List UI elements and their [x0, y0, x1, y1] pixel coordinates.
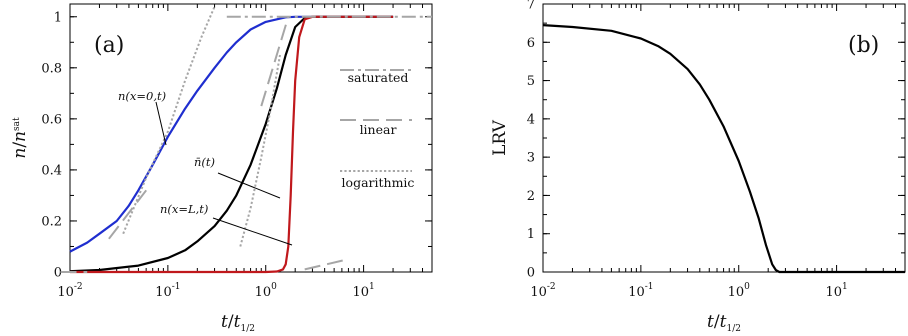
- y-tick-label: 0: [54, 266, 62, 281]
- annotation-leader: [217, 172, 281, 199]
- y-tick-label: 2: [527, 189, 535, 204]
- y-tick-label: 4: [527, 112, 535, 127]
- legend-label-dashdot: saturated: [348, 70, 409, 85]
- x-axis-label-b: t/t1/2: [707, 312, 741, 334]
- y-tick-label: 0.4: [41, 163, 62, 178]
- y-tick-label: 1: [527, 227, 535, 242]
- legend-label-dotted: logarithmic: [342, 175, 415, 190]
- y-tick-label: 1: [54, 10, 62, 25]
- legend-a: saturated linear logarithmic: [340, 69, 415, 190]
- series-line-linear: [304, 258, 349, 271]
- x-tick-label: 10-2: [57, 282, 82, 300]
- y-tick-label: 3: [527, 151, 535, 166]
- series-line-lrv: [542, 24, 905, 274]
- series-line-n-t-: [69, 15, 394, 273]
- chart-panel-a: 10-2 10-1 100 101 0 0.2 0.4 0.6 0.8 1 saturated li…: [10, 3, 433, 334]
- x-tick-label: 100: [728, 282, 751, 300]
- panel-label-b: (b): [848, 33, 879, 58]
- y-tick-label: 0: [527, 266, 535, 281]
- x-tick-label: 10-1: [155, 282, 180, 300]
- annotation-leader: [155, 101, 167, 146]
- x-tick-label: 10-1: [628, 282, 653, 300]
- x-tick-label: 100: [255, 282, 278, 300]
- annotation-label: n(x=0,t): [118, 89, 166, 103]
- y-tick-label: 7: [527, 0, 535, 13]
- series-line-logarithmic: [122, 6, 216, 235]
- series-group-a: [60, 6, 432, 274]
- annotation-leader: [212, 217, 293, 246]
- annotation-label: n(x=L,t): [160, 202, 208, 216]
- y-tick-label: 0.8: [41, 61, 62, 76]
- y-tick-label: 0.2: [41, 214, 62, 229]
- annotation-label: n̄(t): [194, 155, 215, 169]
- series-line-n-x-l-t-: [70, 15, 394, 274]
- y-tick-label: 5: [527, 74, 535, 89]
- x-tick-label: 101: [352, 282, 374, 300]
- series-line-linear: [260, 16, 290, 107]
- y-tick-label: 0.6: [41, 112, 62, 127]
- y-tick-label: 6: [527, 36, 535, 51]
- axis-ticks-a: 10-2 10-1 100 101 0 0.2 0.4 0.6 0.8 1: [41, 4, 433, 300]
- series-group-b: [542, 24, 905, 274]
- y-axis-label-b: LRV: [490, 119, 510, 155]
- legend-label-longdash: linear: [360, 122, 397, 137]
- y-axis-label-a: n/nsat: [10, 117, 30, 159]
- annotations-a: n(x=0,t) n̄(t) n(x=L,t): [118, 89, 293, 246]
- x-tick-label: 101: [825, 282, 847, 300]
- series-line-linear: [108, 189, 147, 240]
- series-line-logarithmic: [239, 54, 281, 247]
- x-axis-label-a: t/t1/2: [221, 312, 255, 334]
- x-tick-label: 10-2: [530, 282, 555, 300]
- panel-label-a: (a): [94, 33, 124, 58]
